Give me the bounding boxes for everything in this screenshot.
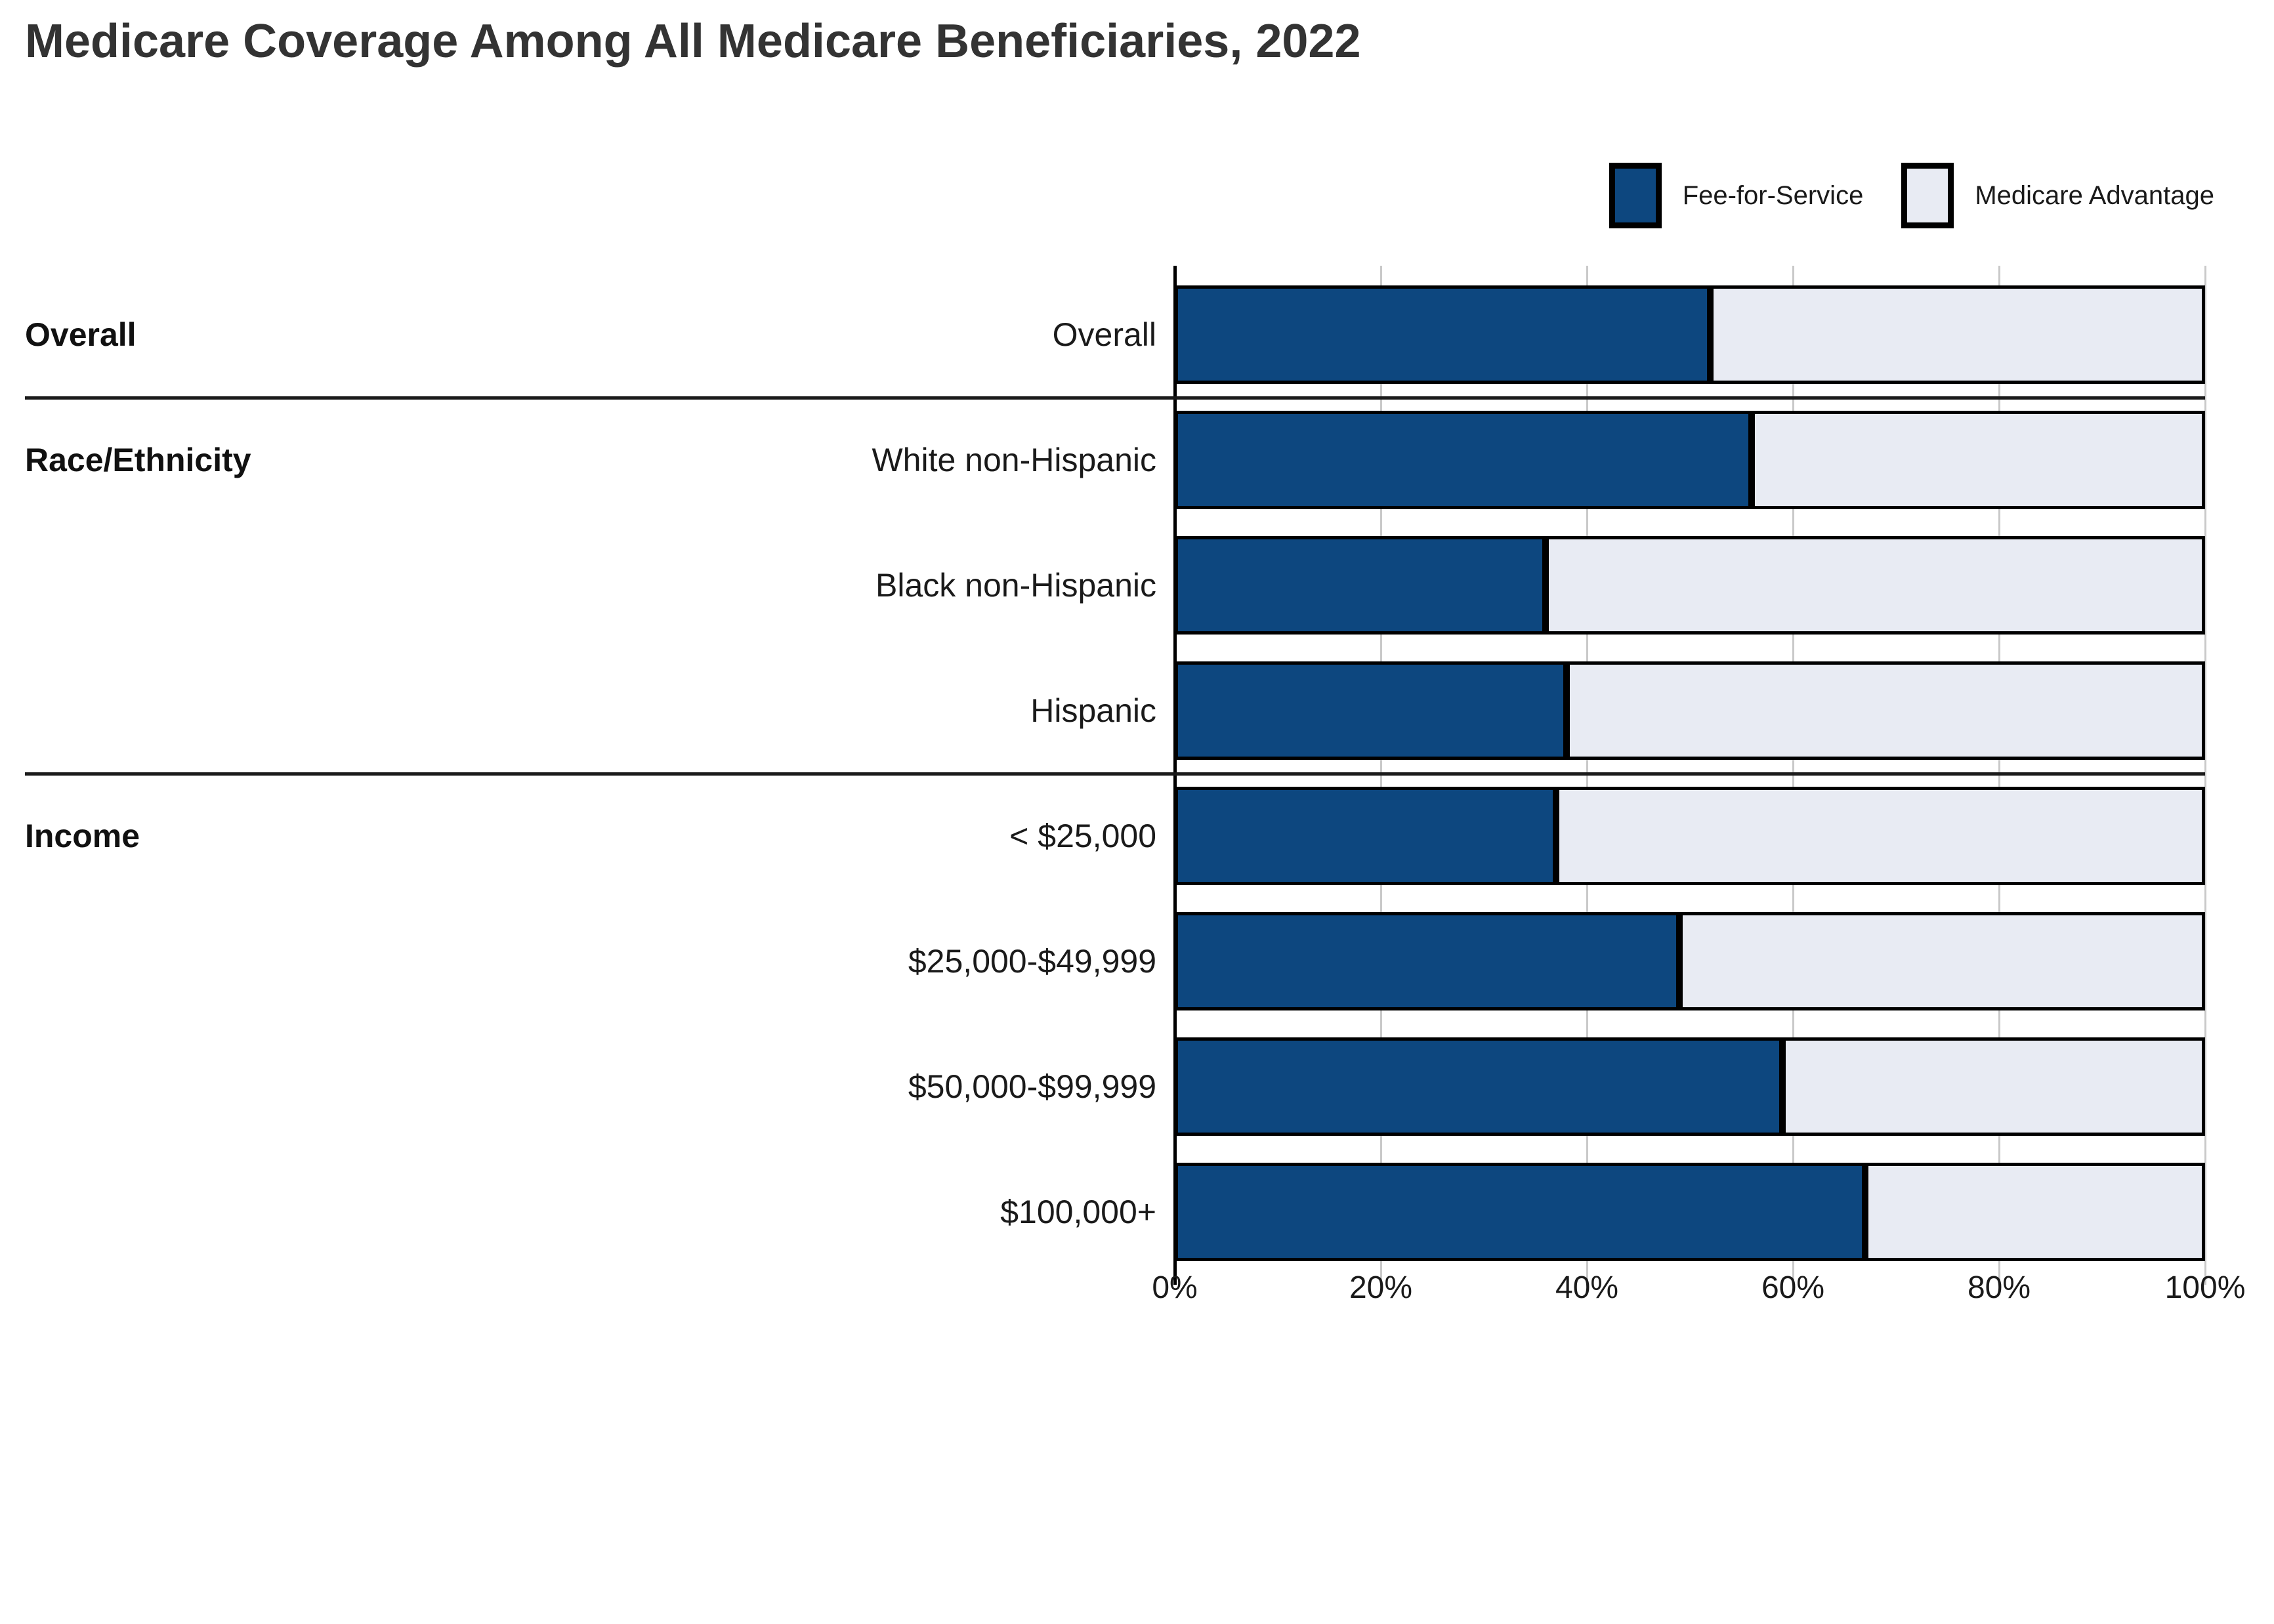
bar-segment-fee-for-service [1175,536,1546,635]
group-header-income: Income [25,818,140,854]
bar-row [1175,912,2205,1010]
gridline-20 [1379,266,1382,1285]
bar-row [1175,1037,2205,1136]
bar-segment-medicare-advantage [1752,411,2205,509]
bar-segment-medicare-advantage [1546,536,2205,635]
legend-swatch-medicare-advantage [1901,163,1954,228]
row-label: Black non-Hispanic [875,567,1156,604]
bar-segment-fee-for-service [1175,912,1679,1010]
bar-row [1175,536,2205,635]
legend-label-fee-for-service: Fee-for-Service [1682,180,1864,210]
row-label: Overall [1052,316,1156,353]
bar-segment-fee-for-service [1175,1037,1782,1136]
group-separator [25,772,2205,776]
bar-segment-medicare-advantage [1679,912,2205,1010]
bar-segment-medicare-advantage [1865,1163,2205,1261]
bar-segment-fee-for-service [1175,411,1752,509]
x-tick-label: 40% [1555,1270,1619,1305]
bar-segment-fee-for-service [1175,285,1710,384]
bar-row [1175,787,2205,885]
group-separator [25,396,2205,400]
bar-segment-medicare-advantage [1556,787,2205,885]
legend: Fee-for-Service Medicare Advantage [1609,163,2214,228]
row-label: Hispanic [1030,692,1156,729]
x-tick-label: 20% [1349,1270,1413,1305]
bar-segment-fee-for-service [1175,661,1567,760]
row-label: $25,000-$49,999 [908,943,1156,980]
gridline-40 [1586,266,1588,1285]
row-label: < $25,000 [1009,818,1156,854]
row-label: White non-Hispanic [872,442,1156,478]
bar-segment-fee-for-service [1175,787,1556,885]
chart-title: Medicare Coverage Among All Medicare Ben… [25,15,1361,68]
legend-swatch-fee-for-service [1609,163,1662,228]
row-label: $50,000-$99,999 [908,1068,1156,1105]
legend-item-fee-for-service: Fee-for-Service [1609,163,1864,228]
bar-segment-medicare-advantage [1710,285,2205,384]
bar-row [1175,285,2205,384]
x-tick-label: 80% [1967,1270,2031,1305]
group-header-race-ethnicity: Race/Ethnicity [25,442,251,478]
x-axis-line [1173,266,1177,1285]
bar-row [1175,661,2205,760]
bar-row [1175,411,2205,509]
x-tick-label: 60% [1761,1270,1825,1305]
legend-item-medicare-advantage: Medicare Advantage [1901,163,2214,228]
x-tick-label: 0% [1152,1270,1198,1305]
x-tick-label: 100% [2164,1270,2246,1305]
bar-segment-medicare-advantage [1567,661,2205,760]
bar-row [1175,1163,2205,1261]
gridline-80 [1998,266,2000,1285]
legend-label-medicare-advantage: Medicare Advantage [1975,180,2214,210]
bar-segment-fee-for-service [1175,1163,1865,1261]
bar-segment-medicare-advantage [1782,1037,2205,1136]
gridline-100 [2204,266,2206,1285]
group-header-overall: Overall [25,316,137,353]
gridline-60 [1792,266,1794,1285]
row-label: $100,000+ [1000,1194,1156,1230]
